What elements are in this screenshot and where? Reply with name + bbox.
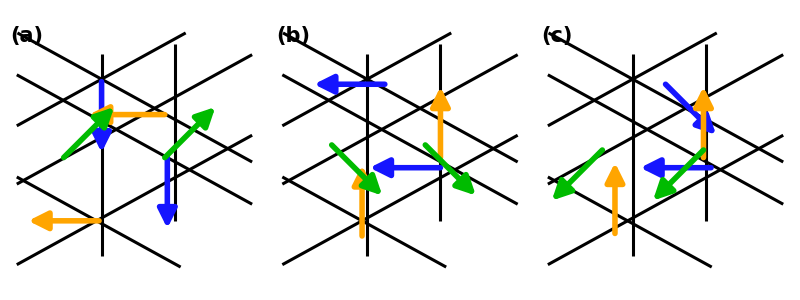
Text: (c): (c) [542,26,573,46]
Text: (a): (a) [10,26,43,46]
Text: (b): (b) [276,26,310,46]
